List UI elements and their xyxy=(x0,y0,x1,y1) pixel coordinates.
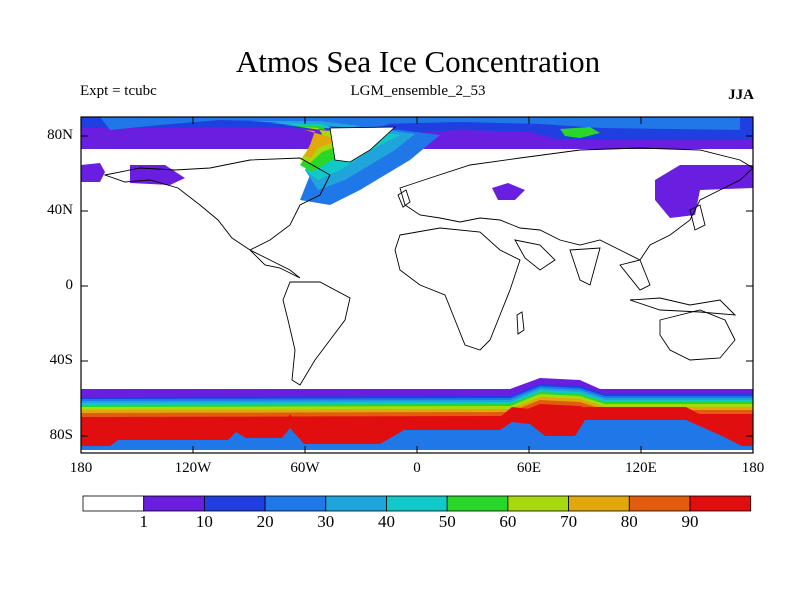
experiment-label: Expt = tcubc xyxy=(80,83,157,99)
colorbar-label: 80 xyxy=(620,512,638,531)
axis-ticks xyxy=(81,117,753,453)
colorbar-label: 30 xyxy=(317,512,335,531)
colorbar-label: 50 xyxy=(438,512,456,531)
map-title: Atmos Sea Ice Concentration xyxy=(235,44,601,79)
colorbar-swatch xyxy=(264,495,327,512)
map-subtitle: LGM_ensemble_2_53 xyxy=(350,83,486,99)
x-tick-label: 120W xyxy=(174,460,212,476)
colorbar-swatch xyxy=(507,495,569,512)
colorbar-label: 40 xyxy=(378,512,395,531)
colorbar-swatch xyxy=(386,495,448,512)
colorbar-label: 1 xyxy=(139,512,148,531)
x-tick-label: 60E xyxy=(516,460,542,476)
x-tick-label: 60W xyxy=(290,460,320,476)
colorbar-swatch xyxy=(628,495,691,512)
colorbar-label: 70 xyxy=(560,512,578,531)
season-label: JJA xyxy=(728,87,754,103)
colorbar-swatch xyxy=(143,495,205,512)
y-tick-label: 80S xyxy=(49,427,73,443)
colorbar-swatch xyxy=(446,495,509,512)
colorbar-label: 20 xyxy=(256,512,274,531)
y-tick-label: 40S xyxy=(49,352,73,368)
x-tick-label: 180 xyxy=(69,460,93,476)
colorbar xyxy=(82,495,752,512)
antarctic-sea-ice xyxy=(81,378,753,453)
colorbar-label: 60 xyxy=(499,512,517,531)
colorbar-swatch xyxy=(689,495,752,512)
x-tick-label: 120E xyxy=(625,460,657,476)
colorbar-swatch xyxy=(82,495,145,512)
coastlines xyxy=(103,147,754,386)
colorbar-swatch xyxy=(325,495,387,512)
x-tick-label: 0 xyxy=(413,460,421,476)
colorbar-label: 90 xyxy=(681,512,699,531)
y-tick-label: 40N xyxy=(47,202,73,218)
x-tick-label: 180 xyxy=(741,460,765,476)
colorbar-swatch xyxy=(203,495,266,512)
colorbar-swatch xyxy=(568,495,630,512)
y-tick-label: 0 xyxy=(65,277,74,293)
y-tick-label: 80N xyxy=(47,127,73,143)
colorbar-label: 10 xyxy=(195,512,213,531)
